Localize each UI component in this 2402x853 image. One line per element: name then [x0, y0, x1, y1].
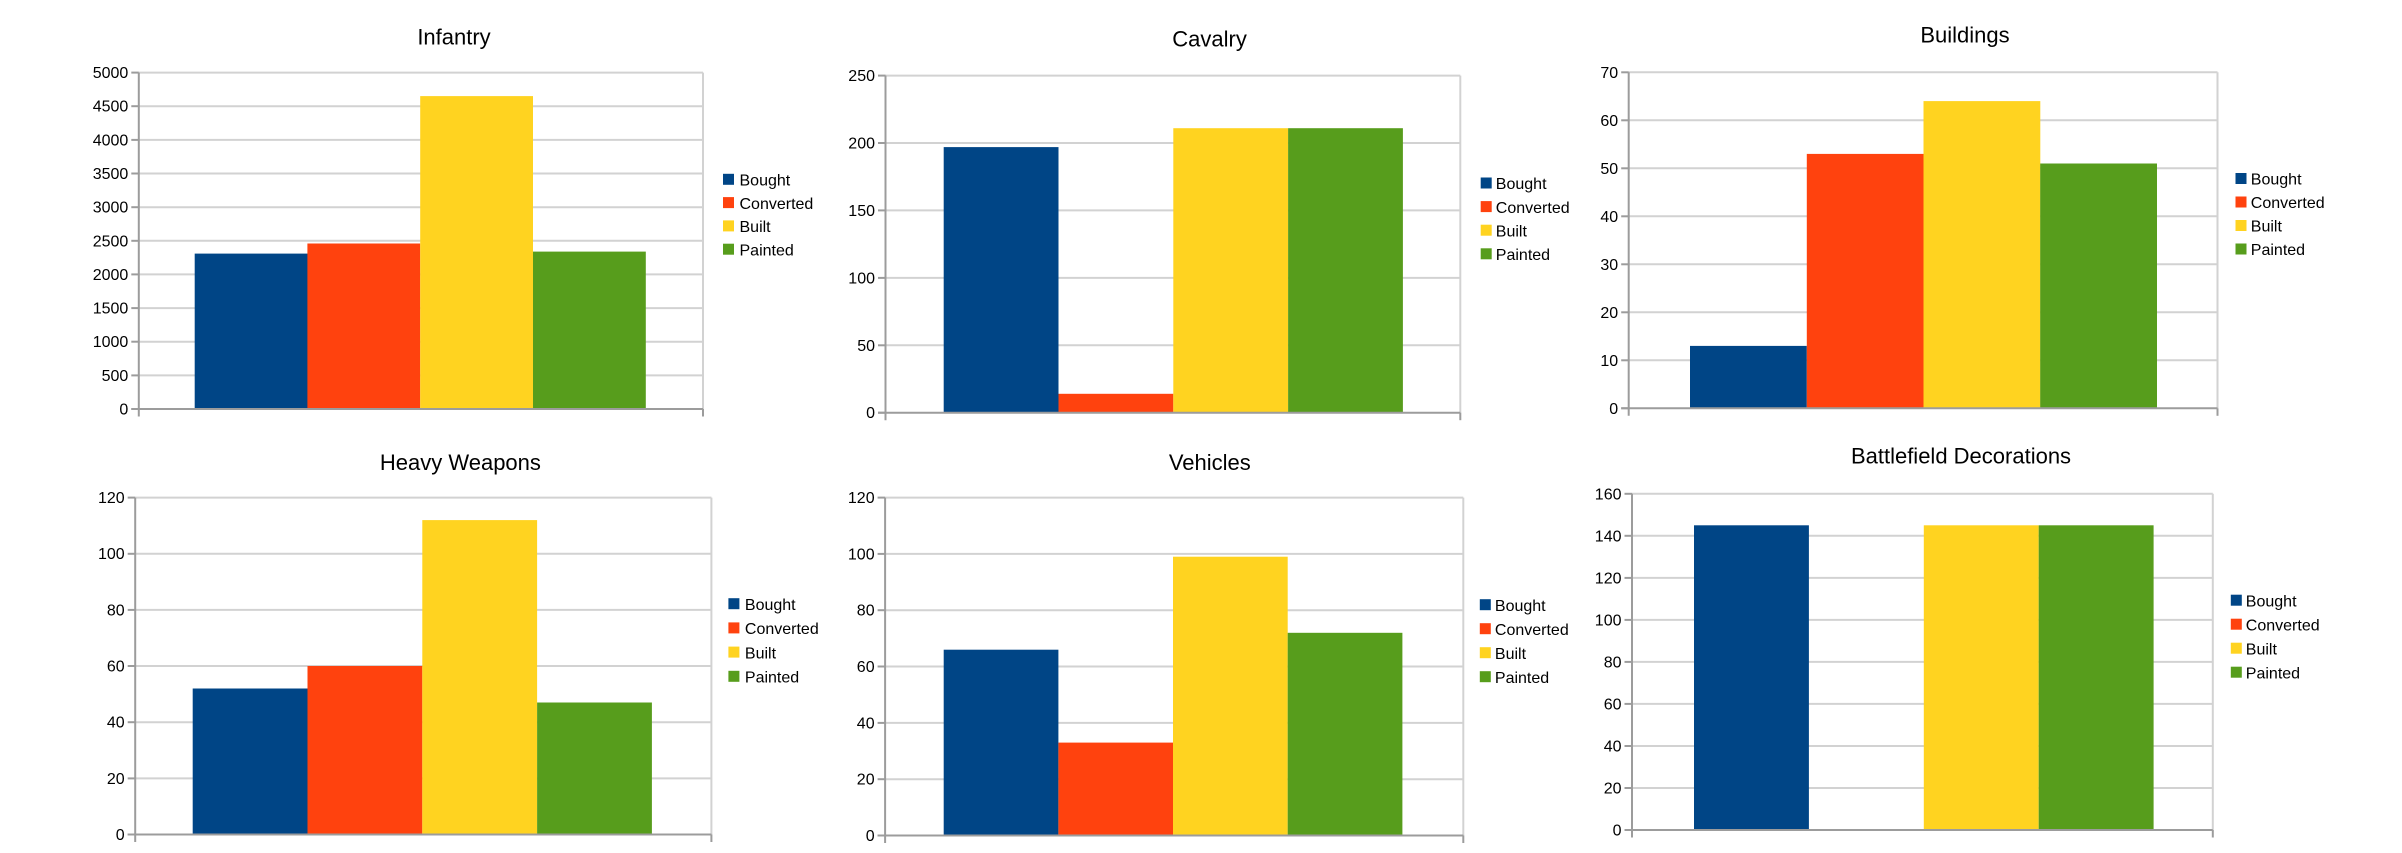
svg-text:3000: 3000 [93, 200, 129, 217]
svg-text:200: 200 [848, 136, 875, 153]
svg-text:Converted: Converted [740, 196, 814, 213]
svg-text:0: 0 [866, 828, 875, 845]
svg-text:100: 100 [98, 546, 125, 563]
svg-text:Converted: Converted [2246, 617, 2320, 634]
svg-text:80: 80 [1604, 654, 1622, 671]
svg-text:Bought: Bought [2251, 172, 2302, 189]
svg-text:Built: Built [1495, 646, 1527, 663]
svg-text:Built: Built [2251, 219, 2283, 236]
svg-text:Painted: Painted [2246, 665, 2300, 682]
svg-text:0: 0 [116, 827, 125, 844]
svg-text:Built: Built [2246, 641, 2278, 658]
svg-text:80: 80 [857, 603, 875, 620]
svg-text:500: 500 [102, 368, 129, 385]
svg-text:20: 20 [1604, 781, 1622, 798]
svg-text:100: 100 [848, 546, 875, 563]
svg-text:5000: 5000 [93, 65, 129, 82]
svg-text:0: 0 [1613, 823, 1622, 840]
svg-text:60: 60 [857, 659, 875, 676]
svg-text:20: 20 [107, 771, 125, 788]
svg-text:120: 120 [848, 490, 875, 507]
svg-text:Battlefield Decorations: Battlefield Decorations [1851, 444, 2071, 469]
svg-text:10: 10 [1600, 353, 1618, 370]
svg-text:4500: 4500 [93, 99, 129, 116]
svg-text:0: 0 [866, 405, 875, 422]
svg-text:50: 50 [1600, 161, 1618, 178]
svg-text:40: 40 [107, 715, 125, 732]
svg-text:150: 150 [848, 203, 875, 220]
svg-text:4000: 4000 [93, 132, 129, 149]
svg-text:40: 40 [857, 715, 875, 732]
svg-text:20: 20 [857, 772, 875, 789]
svg-text:160: 160 [1595, 486, 1622, 503]
svg-text:Bought: Bought [745, 597, 796, 614]
svg-text:Bought: Bought [740, 173, 791, 190]
svg-text:Bought: Bought [1496, 176, 1547, 193]
svg-text:Painted: Painted [1495, 670, 1549, 687]
svg-text:30: 30 [1600, 257, 1618, 274]
svg-text:Built: Built [745, 645, 777, 662]
svg-text:100: 100 [848, 270, 875, 287]
svg-text:Painted: Painted [740, 242, 794, 259]
svg-text:140: 140 [1595, 528, 1622, 545]
svg-text:60: 60 [107, 659, 125, 676]
svg-text:120: 120 [1595, 570, 1622, 587]
svg-text:60: 60 [1604, 696, 1622, 713]
svg-text:Bought: Bought [2246, 593, 2297, 610]
svg-text:2500: 2500 [93, 233, 129, 250]
svg-text:250: 250 [848, 68, 875, 85]
svg-text:20: 20 [1600, 305, 1618, 322]
svg-text:40: 40 [1600, 209, 1618, 226]
svg-text:Vehicles: Vehicles [1169, 450, 1251, 475]
svg-text:120: 120 [98, 490, 125, 507]
svg-text:1000: 1000 [93, 334, 129, 351]
svg-text:Converted: Converted [1496, 200, 1570, 217]
svg-text:80: 80 [107, 602, 125, 619]
svg-text:Converted: Converted [2251, 195, 2325, 212]
svg-text:Converted: Converted [745, 621, 819, 638]
svg-text:2000: 2000 [93, 267, 129, 284]
svg-text:40: 40 [1604, 739, 1622, 756]
svg-text:70: 70 [1600, 65, 1618, 82]
svg-text:0: 0 [119, 402, 128, 419]
svg-text:Built: Built [740, 219, 772, 236]
svg-text:Heavy Weapons: Heavy Weapons [380, 450, 541, 475]
svg-text:Cavalry: Cavalry [1172, 26, 1247, 51]
svg-text:Converted: Converted [1495, 622, 1569, 639]
svg-text:Buildings: Buildings [1920, 23, 2009, 48]
svg-text:Painted: Painted [1496, 247, 1550, 264]
svg-text:50: 50 [857, 338, 875, 355]
svg-text:Built: Built [1496, 223, 1528, 240]
svg-text:Painted: Painted [745, 670, 799, 687]
svg-text:Bought: Bought [1495, 598, 1546, 615]
svg-text:3500: 3500 [93, 166, 129, 183]
svg-text:Infantry: Infantry [417, 25, 490, 50]
svg-text:60: 60 [1600, 113, 1618, 130]
svg-text:0: 0 [1609, 401, 1618, 418]
svg-text:1500: 1500 [93, 301, 129, 318]
svg-text:100: 100 [1595, 612, 1622, 629]
svg-text:Painted: Painted [2251, 242, 2305, 259]
